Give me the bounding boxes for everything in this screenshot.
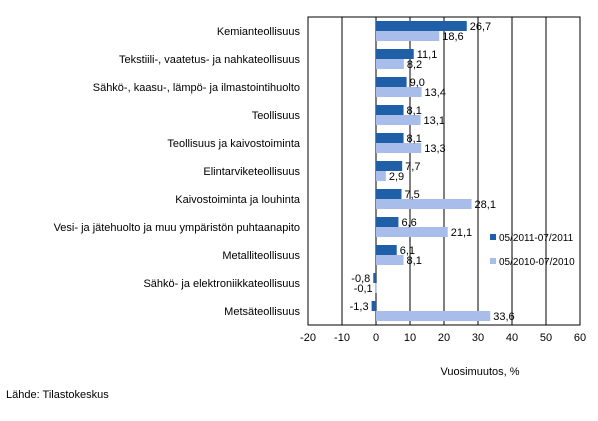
bar: [376, 245, 397, 255]
category-label: Elintarviketeollisuus: [203, 166, 300, 178]
legend-label: 05/2011-07/2011: [499, 233, 574, 244]
plot-frame: [307, 16, 581, 326]
x-tick-labels: -20 -10 0 10 20 30 40 50 60: [300, 332, 586, 344]
data-label: 9,0: [410, 77, 425, 89]
category-label: Kaivostoiminta ja louhinta: [175, 194, 301, 206]
category-label: Metalliteollisuus: [222, 250, 300, 262]
category-labels: Kemianteollisuus Tekstiili-, vaatetus- ja…: [54, 26, 301, 318]
value-labels: 26,718,611,18,29,013,48,113,18,113,37,72…: [350, 21, 515, 323]
bar: [376, 171, 386, 181]
category-label: Vesi- ja jätehuolto ja muu ympäristön pu…: [54, 222, 300, 234]
data-label: 21,1: [451, 227, 472, 239]
bar: [375, 283, 377, 293]
data-label: 18,6: [442, 31, 463, 43]
data-label: 26,7: [470, 21, 491, 33]
bar: [376, 49, 414, 59]
category-label: Sähkö-, kaasu-, lämpö- ja ilmastointihuo…: [93, 82, 300, 94]
category-label: Teollisuus ja kaivostoiminta: [167, 138, 301, 150]
legend-label: 05/2010-07/2010: [499, 257, 575, 268]
x-tick-label: 30: [472, 332, 484, 344]
category-label: Teollisuus: [252, 110, 301, 122]
data-label: 8,1: [407, 255, 422, 267]
x-tick-label: 10: [404, 332, 416, 344]
data-label: 13,1: [424, 115, 445, 127]
data-label: -0,8: [351, 273, 370, 285]
x-tick-label: 50: [540, 332, 552, 344]
category-label: Metsäteollisuus: [224, 306, 300, 318]
x-tick-label: -20: [300, 332, 316, 344]
x-tick-label: 60: [574, 332, 586, 344]
data-label: 7,7: [405, 161, 420, 173]
bar: [376, 77, 407, 87]
x-tick-label: 20: [438, 332, 450, 344]
gridlines: [307, 16, 581, 326]
bar: [376, 189, 402, 199]
data-label: 13,4: [425, 87, 446, 99]
legend: 05/2011-07/2011 05/2010-07/2010: [490, 233, 575, 268]
data-label: 28,1: [475, 199, 496, 211]
data-label: 6,1: [400, 245, 415, 257]
bar: [376, 217, 399, 227]
data-label: 13,3: [424, 143, 445, 155]
bar: [376, 59, 404, 69]
data-label: 8,1: [407, 105, 422, 117]
bar: [376, 227, 448, 237]
legend-swatch: [490, 234, 496, 240]
data-label: -0,1: [354, 283, 373, 295]
data-label: 33,6: [493, 311, 514, 323]
bar: [376, 115, 421, 125]
category-label: Sähkö- ja elektroniikkateollisuus: [143, 278, 300, 290]
data-label: 8,1: [407, 133, 422, 145]
bar: [376, 21, 467, 31]
bar: [376, 255, 404, 265]
bar: [376, 87, 422, 97]
bar: [376, 311, 491, 321]
data-label: 7,5: [405, 189, 420, 201]
bar: [373, 273, 376, 283]
bar: [376, 161, 403, 171]
data-label: 6,6: [401, 217, 416, 229]
data-label: 8,2: [407, 59, 422, 71]
x-tick-label: 40: [506, 332, 518, 344]
x-tick-label: -10: [334, 332, 350, 344]
bar: [376, 143, 422, 153]
bar: [376, 105, 404, 115]
data-label: 11,1: [417, 49, 438, 61]
x-axis-label: Vuosimuutos, %: [440, 366, 519, 378]
x-tick-label: 0: [373, 332, 379, 344]
bar: [376, 199, 472, 209]
category-label: Tekstiili-, vaatetus- ja nahkateollisuus: [119, 54, 300, 66]
source-note: Lähde: Tilastokeskus: [6, 389, 109, 401]
bars: [371, 21, 491, 321]
bar: [371, 301, 376, 311]
data-label: 2,9: [389, 171, 404, 183]
bar: [376, 133, 404, 143]
category-label: Kemianteollisuus: [217, 26, 301, 38]
data-label: -1,3: [350, 301, 369, 313]
legend-swatch: [490, 258, 496, 264]
bar: [376, 31, 440, 41]
